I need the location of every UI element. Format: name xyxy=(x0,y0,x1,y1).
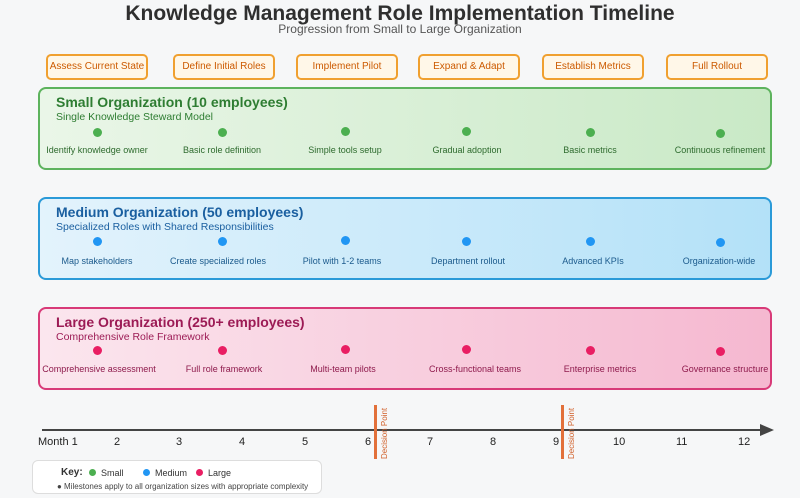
month-tick: 3 xyxy=(176,436,183,448)
small-milestone-label: Basic metrics xyxy=(563,145,617,155)
phase-box-expand: Expand & Adapt xyxy=(418,54,520,80)
large-milestone-dot xyxy=(716,347,725,356)
medium-milestone-label: Advanced KPIs xyxy=(562,256,624,266)
medium-milestone-dot xyxy=(93,237,102,246)
small-milestone-dot xyxy=(586,128,595,137)
medium-org-panel: Medium Organization (50 employees) Speci… xyxy=(38,197,772,280)
large-milestone-label: Multi-team pilots xyxy=(310,364,376,374)
legend-note: ● Milestones apply to all organization s… xyxy=(57,482,309,491)
month-tick: 5 xyxy=(302,436,309,448)
legend-label: Medium xyxy=(155,468,188,478)
large-org-title: Large Organization (250+ employees) xyxy=(56,314,305,330)
diagram-subtitle: Progression from Small to Large Organiza… xyxy=(278,22,522,36)
month-tick: 7 xyxy=(427,436,434,448)
medium-org-subtitle: Specialized Roles with Shared Responsibi… xyxy=(56,221,274,233)
small-org-panel: Small Organization (10 employees) Single… xyxy=(38,87,772,170)
legend-dot-icon xyxy=(143,469,150,476)
medium-milestone-label: Department rollout xyxy=(430,256,506,266)
medium-milestone-dot xyxy=(586,237,595,246)
medium-milestone-label: Organization-wide xyxy=(682,256,756,266)
month-tick: 9 xyxy=(553,436,560,448)
large-milestone-label: Comprehensive assessment xyxy=(42,364,156,374)
legend-title: Key: xyxy=(61,467,83,478)
small-milestone-label: Simple tools setup xyxy=(308,145,382,155)
small-milestone-dot xyxy=(218,128,227,137)
month-tick: 12 xyxy=(738,436,751,448)
legend-item-medium: Medium xyxy=(143,468,187,478)
phase-box-define-roles: Define Initial Roles xyxy=(173,54,275,80)
medium-milestone-dot xyxy=(341,236,350,245)
decision-point-label: Decision Point xyxy=(567,407,576,459)
large-milestone-label: Cross-functional teams xyxy=(428,364,522,374)
small-milestone-label: Basic role definition xyxy=(182,145,262,155)
large-milestone-dot xyxy=(341,345,350,354)
legend-box: Key: Small Medium Large ● Milestones app… xyxy=(32,460,322,494)
large-milestone-dot xyxy=(462,345,471,354)
phase-box-assess: Assess Current State xyxy=(46,54,148,80)
small-milestone-label: Identify knowledge owner xyxy=(46,145,148,155)
large-milestone-label: Full role framework xyxy=(185,364,263,374)
month-tick: 6 xyxy=(365,436,372,448)
medium-milestone-dot xyxy=(462,237,471,246)
legend-dot-icon xyxy=(196,469,203,476)
decision-point-marker xyxy=(374,405,377,459)
decision-point-label: Decision Point xyxy=(380,407,389,459)
medium-milestone-label: Map stakeholders xyxy=(61,256,133,266)
small-org-subtitle: Single Knowledge Steward Model xyxy=(56,111,214,123)
large-milestone-dot xyxy=(218,346,227,355)
phase-box-metrics: Establish Metrics xyxy=(542,54,644,80)
medium-milestone-label: Create specialized roles xyxy=(169,256,267,266)
large-org-subtitle: Comprehensive Role Framework xyxy=(56,331,210,343)
timeline-axis xyxy=(42,429,762,431)
decision-point-marker xyxy=(561,405,564,459)
small-milestone-dot xyxy=(716,129,725,138)
month-tick: 2 xyxy=(114,436,121,448)
month-tick: 11 xyxy=(676,436,688,448)
medium-milestone-dot xyxy=(218,237,227,246)
medium-milestone-dot xyxy=(716,238,725,247)
large-milestone-label: Governance structure xyxy=(681,364,769,374)
large-org-panel: Large Organization (250+ employees) Comp… xyxy=(38,307,772,390)
small-milestone-dot xyxy=(462,127,471,136)
legend-item-small: Small xyxy=(89,468,124,478)
legend-item-large: Large xyxy=(196,468,231,478)
month-tick: Month 1 xyxy=(38,436,78,448)
large-milestone-dot xyxy=(93,346,102,355)
timeline-arrow-icon xyxy=(760,424,774,436)
small-milestone-dot xyxy=(341,127,350,136)
legend-label: Large xyxy=(208,468,232,478)
small-org-title: Small Organization (10 employees) xyxy=(56,94,288,110)
phase-box-pilot: Implement Pilot xyxy=(296,54,398,80)
large-milestone-label: Enterprise metrics xyxy=(563,364,637,374)
month-tick: 10 xyxy=(613,436,626,448)
legend-label: Small xyxy=(101,468,124,478)
small-milestone-label: Continuous refinement xyxy=(674,145,766,155)
large-milestone-dot xyxy=(586,346,595,355)
month-tick: 8 xyxy=(490,436,497,448)
small-milestone-dot xyxy=(93,128,102,137)
phase-box-rollout: Full Rollout xyxy=(666,54,768,80)
small-milestone-label: Gradual adoption xyxy=(432,145,502,155)
diagram-title: Knowledge Management Role Implementation… xyxy=(125,2,675,25)
medium-milestone-label: Pilot with 1-2 teams xyxy=(302,256,382,266)
medium-org-title: Medium Organization (50 employees) xyxy=(56,204,304,220)
month-tick: 4 xyxy=(239,436,246,448)
legend-dot-icon xyxy=(89,469,96,476)
